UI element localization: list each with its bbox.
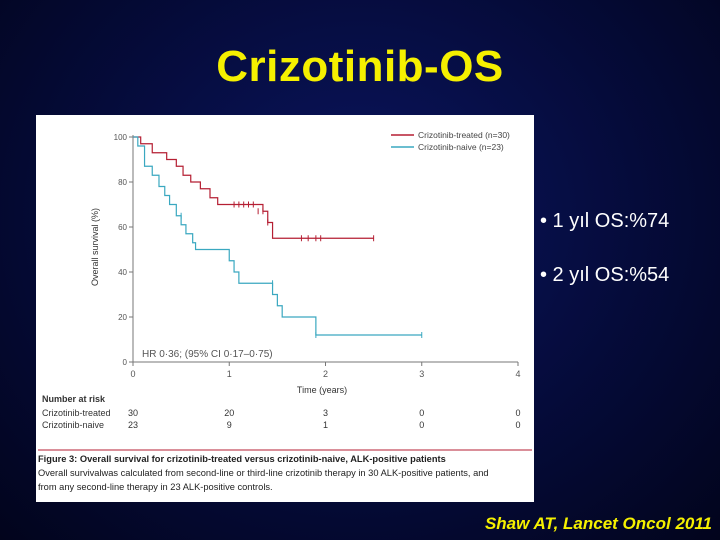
- risk-row-value: 0: [419, 420, 424, 430]
- risk-row-value: 0: [419, 408, 424, 418]
- x-tick-label: 1: [227, 369, 232, 379]
- y-tick-label: 0: [123, 358, 128, 367]
- risk-row-value: 1: [323, 420, 328, 430]
- risk-row-value: 20: [224, 408, 234, 418]
- risk-row-value: 0: [515, 408, 520, 418]
- figure-caption-line-1: Overall survivalwas calculated from seco…: [38, 468, 489, 478]
- x-tick-label: 4: [515, 369, 520, 379]
- y-tick-label: 100: [114, 133, 128, 142]
- risk-row-value: 23: [128, 420, 138, 430]
- y-tick-label: 40: [118, 268, 127, 277]
- y-tick-label: 20: [118, 313, 127, 322]
- bullet-1yr-os: • 1 yıl OS:%74: [540, 210, 670, 232]
- slide-title: Crizotinib-OS: [216, 42, 504, 91]
- citation: Shaw AT, Lancet Oncol 2011: [484, 514, 712, 533]
- risk-row-value: 30: [128, 408, 138, 418]
- risk-row-value: 3: [323, 408, 328, 418]
- x-tick-label: 2: [323, 369, 328, 379]
- x-tick-label: 0: [130, 369, 135, 379]
- figure-caption-line-2: from any second-line therapy in 23 ALK-p…: [38, 482, 273, 492]
- risk-table-header: Number at risk: [42, 394, 106, 404]
- legend-label-naive: Crizotinib-naive (n=23): [418, 142, 504, 152]
- y-axis-label: Overall survival (%): [90, 208, 100, 286]
- y-tick-label: 60: [118, 223, 127, 232]
- risk-row-label: Crizotinib-naive: [42, 420, 104, 430]
- hazard-ratio-annotation: HR 0·36; (95% CI 0·17–0·75): [142, 349, 273, 360]
- x-tick-label: 3: [419, 369, 424, 379]
- x-axis-label: Time (years): [297, 385, 347, 395]
- figure-caption-title: Figure 3: Overall survival for crizotini…: [38, 454, 446, 464]
- survival-curve-treated: [133, 136, 374, 239]
- bullet-2yr-os: • 2 yıl OS:%54: [540, 264, 670, 286]
- legend-label-treated: Crizotinib-treated (n=30): [418, 130, 510, 140]
- survival-curve-naive: [133, 136, 422, 336]
- risk-row-value: 9: [227, 420, 232, 430]
- risk-row-label: Crizotinib-treated: [42, 408, 111, 418]
- risk-row-value: 0: [515, 420, 520, 430]
- km-figure: 0 20 40 60 80 100 0 1 2 3 4 Crizotinib-treated (n=…: [36, 115, 534, 502]
- y-tick-label: 80: [118, 178, 127, 187]
